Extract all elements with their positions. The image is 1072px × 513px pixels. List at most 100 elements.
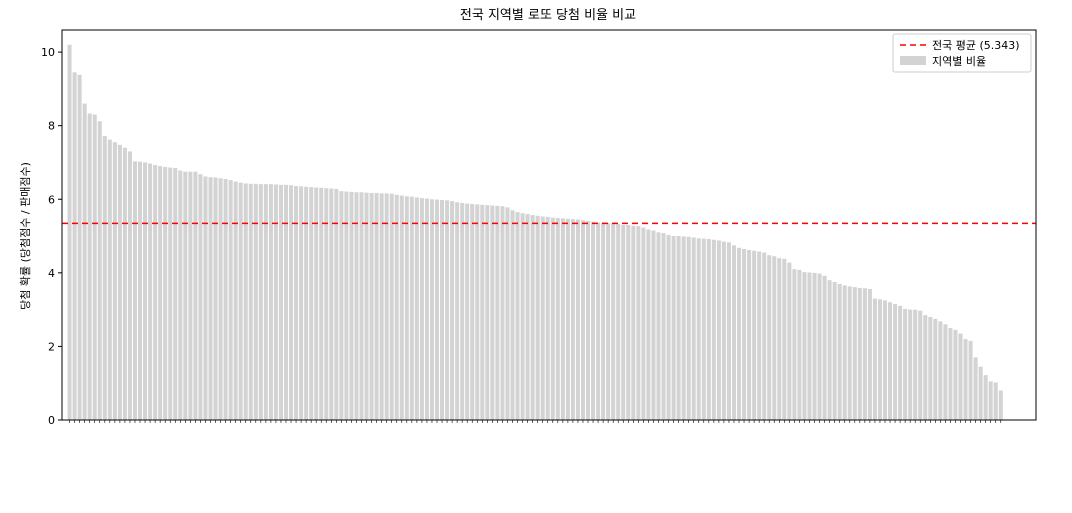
bar: [948, 328, 952, 420]
bar: [943, 324, 947, 420]
bar: [848, 286, 852, 420]
bar: [284, 185, 288, 420]
bar: [470, 204, 474, 420]
bar: [365, 193, 369, 420]
bar: [913, 310, 917, 420]
bar: [918, 311, 922, 420]
bar: [888, 302, 892, 420]
bar: [878, 299, 882, 420]
bar: [269, 184, 273, 420]
bar: [853, 287, 857, 420]
bar: [420, 198, 424, 420]
bar: [133, 161, 137, 420]
bar: [747, 250, 751, 420]
bar: [339, 191, 343, 420]
bar: [510, 210, 514, 420]
bar: [938, 321, 942, 420]
bar: [88, 114, 92, 420]
bar: [531, 215, 535, 420]
bar: [722, 242, 726, 420]
bar: [641, 228, 645, 420]
bar: [490, 206, 494, 421]
bar: [475, 204, 479, 420]
bar: [219, 178, 223, 420]
bar: [792, 269, 796, 420]
bar: [752, 251, 756, 420]
bar: [526, 214, 530, 420]
bar: [178, 171, 182, 420]
bar: [953, 330, 957, 420]
bar: [702, 239, 706, 420]
bar: [299, 186, 303, 420]
legend-bar-swatch: [900, 56, 926, 65]
bar: [108, 140, 112, 420]
bar: [465, 204, 469, 420]
bar: [455, 202, 459, 420]
bar: [561, 218, 565, 420]
bar: [214, 178, 218, 420]
bar: [224, 179, 228, 420]
bar: [103, 136, 107, 420]
bar: [354, 192, 358, 420]
bar: [868, 289, 872, 420]
bar: [682, 236, 686, 420]
bar: [757, 251, 761, 420]
bar: [153, 165, 157, 420]
bar: [274, 185, 278, 420]
bar: [903, 309, 907, 420]
bar: [83, 104, 87, 420]
bar: [495, 206, 499, 420]
bar: [767, 255, 771, 420]
bar: [923, 315, 927, 420]
bar: [631, 226, 635, 420]
bar: [576, 219, 580, 420]
bar: [359, 192, 363, 420]
bar: [646, 229, 650, 420]
bar: [198, 174, 202, 420]
y-tick-label: 6: [48, 193, 55, 206]
bar: [958, 334, 962, 420]
bar: [440, 200, 444, 420]
bar: [616, 224, 620, 420]
bar: [118, 145, 122, 420]
bar: [163, 167, 167, 420]
y-axis-label: 당첨 확률 (당첨점수 / 판매점수): [19, 162, 32, 310]
bar: [239, 183, 243, 420]
bar: [375, 193, 379, 420]
bar: [596, 222, 600, 420]
bar: [93, 115, 97, 420]
y-axis-ticks: 0246810: [41, 46, 62, 427]
bar: [98, 121, 102, 420]
bar: [908, 310, 912, 420]
bar: [586, 221, 590, 420]
bar: [500, 206, 504, 420]
bar: [188, 172, 192, 420]
bar: [969, 341, 973, 420]
bar: [385, 193, 389, 420]
bar: [128, 151, 132, 420]
bar: [994, 382, 998, 420]
bar: [974, 357, 978, 420]
bars-group: [68, 45, 1003, 420]
bar: [183, 172, 187, 420]
bar: [692, 238, 696, 420]
bar: [893, 304, 897, 420]
bar: [264, 184, 268, 420]
y-tick-label: 2: [48, 340, 55, 353]
bar: [566, 219, 570, 420]
bar: [259, 184, 263, 420]
bar: [435, 200, 439, 420]
bar: [450, 201, 454, 420]
bar: [430, 199, 434, 420]
bar: [279, 185, 283, 420]
bar: [742, 249, 746, 420]
bar: [712, 240, 716, 420]
bar: [229, 180, 233, 420]
bar: [143, 162, 147, 420]
bar: [621, 225, 625, 420]
chart-title: 전국 지역별 로또 당첨 비율 비교: [460, 8, 636, 23]
bar: [78, 75, 82, 420]
bar: [541, 217, 545, 420]
bar: [863, 288, 867, 420]
